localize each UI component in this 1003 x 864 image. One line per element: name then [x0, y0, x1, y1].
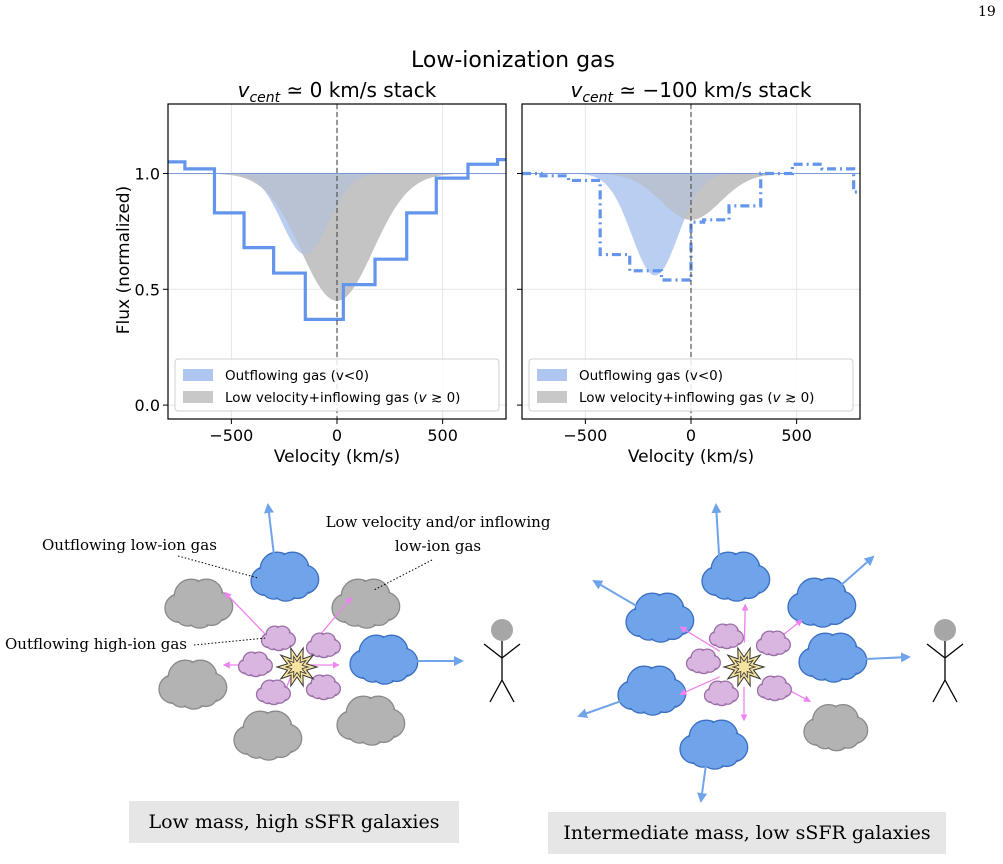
legend: Outflowing gas (v<0) Low velocity+inflowi… — [174, 358, 500, 412]
observer-right — [926, 619, 964, 703]
pink-cloud — [255, 679, 291, 706]
legend-box — [528, 358, 854, 412]
y-tick-label: 1.0 — [135, 164, 160, 183]
legend-entry-lowvel: Low velocity+inflowing gas (v ≳ 0) — [579, 390, 814, 406]
gray-cloud — [158, 659, 228, 710]
high-ion-arrow — [679, 676, 720, 696]
pink-cloud — [305, 674, 341, 701]
gray-cloud — [164, 578, 234, 629]
starburst-right — [722, 646, 766, 688]
starburst-left — [275, 646, 319, 688]
outflow-arrow — [814, 555, 875, 609]
legend-entry-lowvel: Low velocity+inflowing gas (v ≳ 0) — [225, 390, 460, 406]
pink-cloud — [237, 651, 273, 678]
stack-spectrum — [522, 162, 860, 282]
legend-swatch-lowvel — [537, 391, 567, 403]
high-ion-arrow — [741, 603, 749, 643]
legend: Outflowing gas (v<0) Low velocity+inflowi… — [528, 358, 854, 412]
blue-cloud — [701, 551, 771, 602]
gray-cloud — [233, 710, 303, 761]
pink-cloud — [305, 632, 341, 659]
gray-cloud — [331, 578, 401, 629]
high-ion-arrow — [679, 626, 721, 652]
stack-spectrum — [168, 157, 506, 322]
absorption-lowvel-overlay — [168, 173, 506, 301]
caption-left: Low mass, high sSFR galaxies — [129, 801, 459, 843]
x-axis-label: Velocity (km/s) — [628, 447, 754, 467]
outflow-arrow — [577, 692, 645, 719]
outflow-arrow — [844, 652, 911, 663]
figure-title: Low-ionization gas — [411, 48, 615, 73]
x-tick-label: 500 — [427, 426, 458, 445]
pink-cloud — [708, 623, 744, 650]
label-low-velocity-line1: Low velocity and/or inflowing — [326, 513, 551, 531]
blue-cloud — [798, 632, 868, 683]
page-number: 19 — [978, 4, 996, 20]
blue-cloud — [679, 719, 749, 770]
x-tick-label: −500 — [563, 426, 607, 445]
x-tick-label: 0 — [332, 426, 342, 445]
legend-swatch-outflow — [183, 369, 213, 381]
outflow-arrow — [711, 503, 722, 571]
diagram-intermediate-mass — [577, 503, 964, 803]
y-axis-label: Flux (normalized) — [114, 186, 134, 334]
outflow-arrow — [592, 579, 653, 616]
x-axis-label: Velocity (km/s) — [274, 447, 400, 467]
outflow-arrow — [697, 749, 709, 803]
legend-entry-outflow: Outflowing gas (v<0) — [225, 368, 369, 384]
pink-cloud — [260, 625, 296, 652]
leader-line-high-ion — [193, 637, 267, 646]
legend-swatch-outflow — [537, 369, 567, 381]
caption-right: Intermediate mass, low sSFR galaxies — [548, 812, 946, 854]
blue-cloud — [349, 634, 419, 685]
pink-cloud — [685, 648, 721, 675]
gray-cloud — [336, 695, 406, 746]
pink-cloud — [756, 675, 792, 702]
leader-line-low-ion — [177, 555, 259, 579]
panel-title: vcent ≃ 0 km/s stack — [238, 78, 437, 106]
chart-panel-right: −500 0 500 Velocity (km/s) vcent ≃ −100 km/s… — [517, 78, 861, 467]
diagram-low-mass — [158, 503, 521, 761]
label-low-velocity-line2: low-ion gas — [395, 537, 481, 555]
plot-area — [168, 157, 506, 322]
panel-title: vcent ≃ −100 km/s stack — [571, 78, 812, 106]
leader-line-low-velocity — [373, 559, 433, 591]
observer-left — [483, 619, 521, 703]
outflow-arrow — [263, 503, 277, 573]
gray-cloud — [803, 703, 869, 752]
chart-panel-left: −500 0 500 0.0 0.5 1.0 Velocity (km/s) vcent ≃ … — [135, 78, 507, 467]
label-outflowing-low-ion: Outflowing low-ion gas — [42, 536, 217, 554]
pink-cloud — [755, 630, 791, 657]
blue-cloud — [617, 665, 687, 716]
x-tick-label: −500 — [209, 426, 253, 445]
legend-swatch-lowvel — [183, 391, 213, 403]
blue-cloud — [250, 551, 320, 602]
pink-cloud — [703, 680, 739, 707]
y-tick-label: 0.5 — [135, 280, 160, 299]
high-ion-arrow — [224, 591, 271, 640]
outflow-schematic: Outflowing low-ion gas Low velocity and/… — [5, 503, 964, 803]
label-outflowing-high-ion: Outflowing high-ion gas — [5, 635, 187, 653]
legend-box — [174, 358, 500, 412]
legend-entry-outflow: Outflowing gas (v<0) — [579, 368, 723, 384]
blue-cloud — [625, 592, 695, 643]
x-tick-label: 500 — [781, 426, 812, 445]
y-tick-label: 0.0 — [135, 396, 160, 415]
x-tick-label: 0 — [686, 426, 696, 445]
